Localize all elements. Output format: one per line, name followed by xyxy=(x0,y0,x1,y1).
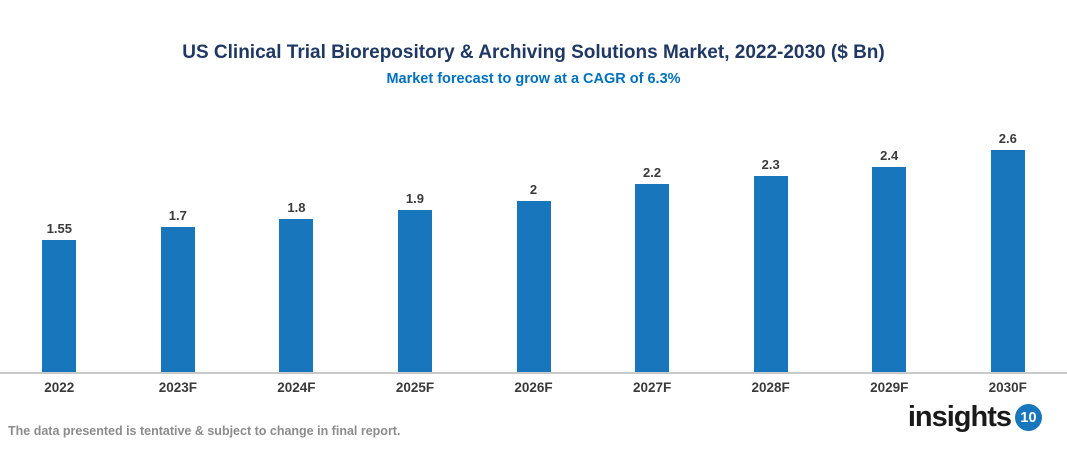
x-axis-tick-label: 2025F xyxy=(395,380,435,395)
x-axis-tick-label: 2028F xyxy=(751,380,790,395)
bar xyxy=(872,167,907,373)
bar-value-label: 2.4 xyxy=(880,148,899,163)
x-axis-tick-label: 2026F xyxy=(514,380,553,395)
x-axis-tick-label: 2027F xyxy=(632,380,672,395)
bar-value-label: 2.3 xyxy=(761,157,780,172)
bar-value-label: 1.7 xyxy=(168,208,187,223)
chart-title: US Clinical Trial Biorepository & Archiv… xyxy=(182,42,885,63)
x-axis-tick-label: 2029F xyxy=(870,380,909,395)
bar-value-label: 1.8 xyxy=(287,200,306,215)
bar xyxy=(42,240,77,373)
bar xyxy=(635,184,670,373)
bar-column: 2.2 xyxy=(593,165,712,373)
bar xyxy=(990,150,1025,373)
bar xyxy=(753,176,788,373)
chart-subtitle: Market forecast to grow at a CAGR of 6.3… xyxy=(386,71,681,87)
x-axis-line xyxy=(0,372,1067,374)
footer-note: The data presented is tentative & subjec… xyxy=(8,424,401,438)
x-axis-tick-label: 2023F xyxy=(158,380,197,395)
bar-value-label: 1.55 xyxy=(46,221,72,236)
bar xyxy=(516,201,551,373)
bar-value-label: 2.6 xyxy=(998,131,1017,146)
bar-column: 2.3 xyxy=(711,157,830,373)
bar-column: 2.6 xyxy=(949,131,1067,373)
x-axis-tick-label: 2024F xyxy=(277,380,316,395)
x-axis-tick-label: 2030F xyxy=(988,380,1027,395)
bar-value-label: 2 xyxy=(529,182,538,197)
logo-badge-10: 10 xyxy=(1015,404,1042,431)
x-axis-tick-label: 2022 xyxy=(44,380,75,395)
bar xyxy=(160,227,195,373)
bar xyxy=(279,219,314,373)
bar-column: 1.9 xyxy=(356,191,475,373)
bar-value-label: 2.2 xyxy=(643,165,662,180)
x-axis-labels: 2022 2023F 2024F 2025F 2026F 2027F 2028F 2029F 2… xyxy=(0,380,1067,395)
bar-column: 2 xyxy=(474,182,593,373)
logo-text: insights xyxy=(907,401,1012,433)
insights10-logo: insights 10 xyxy=(908,403,1042,432)
bar-column: 2.4 xyxy=(830,148,949,373)
bar-column: 1.8 xyxy=(237,200,356,373)
bar xyxy=(397,210,432,373)
bar-column: 1.55 xyxy=(0,221,119,373)
bars-row: 1.55 1.7 1.8 1.9 2 2.2 2.3 2.4 2.6 xyxy=(0,131,1067,373)
bar-column: 1.7 xyxy=(119,208,238,373)
bar-value-label: 1.9 xyxy=(405,191,424,206)
